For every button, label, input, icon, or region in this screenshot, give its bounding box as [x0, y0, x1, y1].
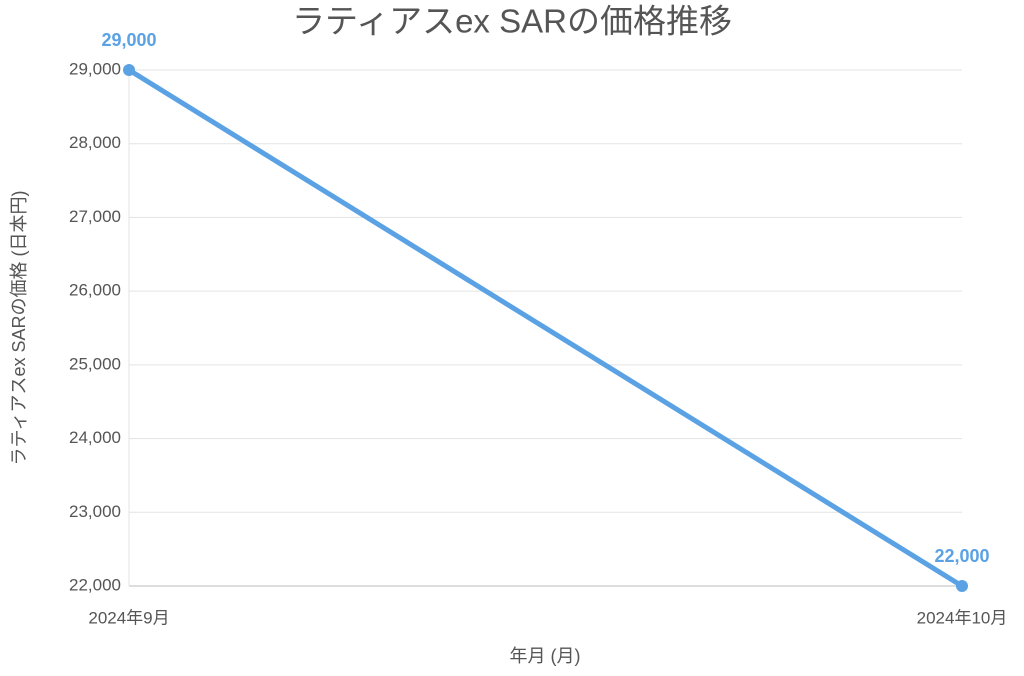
data-line [127, 67, 964, 589]
y-tick-label: 23,000 [69, 502, 121, 521]
y-tick-label: 25,000 [69, 354, 121, 373]
y-tick-label: 26,000 [69, 281, 121, 300]
y-axis-label: ラティアスex SARの価格 (日本円) [9, 191, 29, 466]
data-point [956, 580, 968, 592]
x-tick-label: 2024年9月 [88, 608, 169, 627]
y-tick-label: 27,000 [69, 207, 121, 226]
y-tick-label: 28,000 [69, 133, 121, 152]
data-label: 29,000 [101, 30, 156, 50]
y-tick-label: 22,000 [69, 575, 121, 594]
y-tick-label: 29,000 [69, 59, 121, 78]
y-tick-label: 24,000 [69, 428, 121, 447]
data-point [123, 64, 135, 76]
chart-title: ラティアスex SARの価格推移 [292, 3, 732, 40]
x-tick-label: 2024年10月 [917, 608, 1008, 627]
data-label: 22,000 [934, 546, 989, 566]
x-axis-label: 年月 (月) [510, 646, 581, 666]
